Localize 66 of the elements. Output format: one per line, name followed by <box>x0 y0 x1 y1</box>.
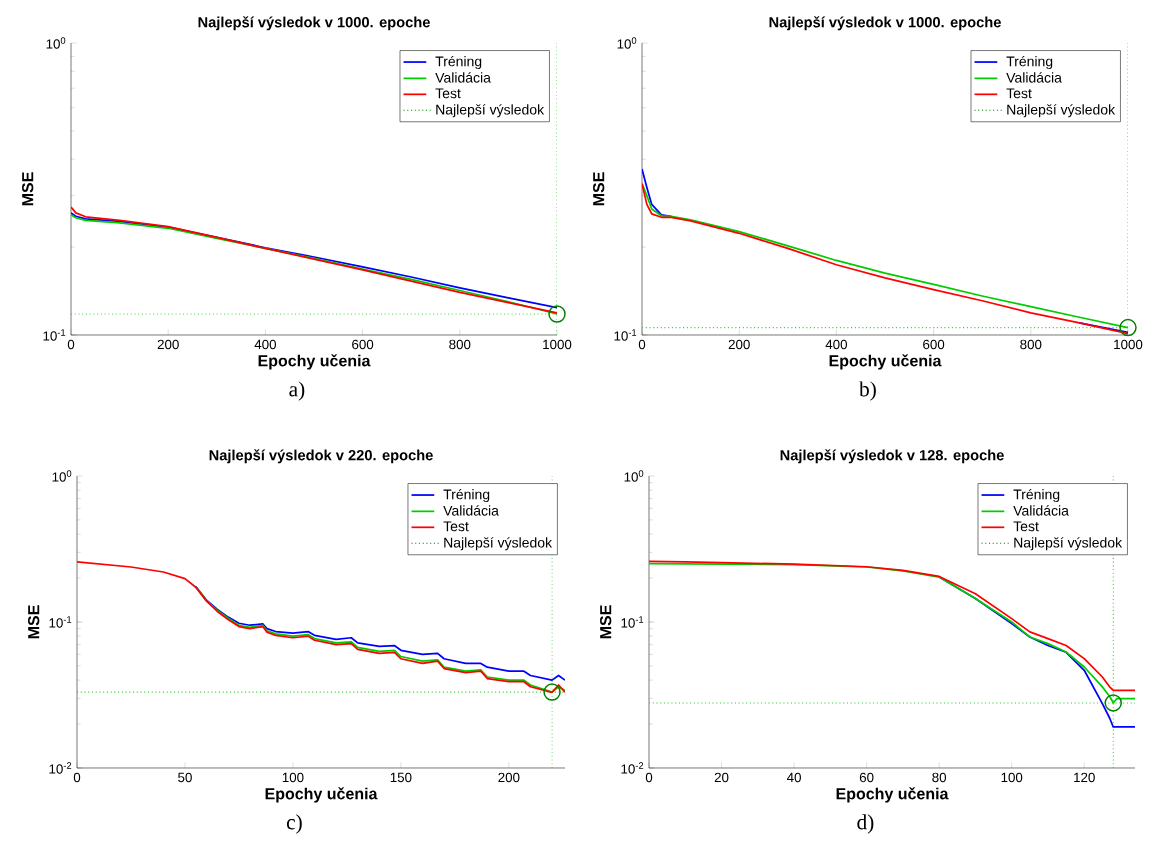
chart-title: Najlepší výsledok v 1000. epoche <box>769 16 1001 31</box>
chart-title: Najlepší výsledok v 128. epoche <box>780 449 1004 464</box>
x-tick-label: 100 <box>1001 772 1023 783</box>
legend-label: Najlepší výsledok <box>444 537 553 551</box>
x-tick-label: 150 <box>390 772 412 783</box>
y-axis-title: MSE <box>22 172 34 206</box>
legend-label: Tréning <box>435 55 482 70</box>
x-axis-title: Epochy učenia <box>265 787 378 803</box>
y-tick-label: 10$^{0}$ <box>52 470 72 482</box>
x-tick-label: 40 <box>786 772 801 783</box>
x-tick-label: 1000 <box>1114 339 1143 350</box>
y-tick-label: 10$^{-1}$ <box>43 329 66 341</box>
text: d) <box>857 814 874 834</box>
y-axis-title: MSE <box>28 605 40 639</box>
x-axis-title: Epochy učenia <box>829 354 942 370</box>
y-tick-label: 10$^{-1}$ <box>49 616 72 628</box>
text: a) <box>289 381 305 401</box>
legend-label: Najlepší výsledok <box>1014 537 1123 551</box>
x-tick-label: 1000 <box>543 339 572 350</box>
legend-label: Validácia <box>1013 505 1069 516</box>
y-axis-title: MSE <box>593 172 605 206</box>
x-axis-title: Epochy učenia <box>836 787 949 803</box>
x-tick-label: 400 <box>254 339 277 350</box>
x-tick-label: 0 <box>638 339 646 350</box>
text: c) <box>286 814 302 834</box>
legend-label: Test <box>443 521 469 532</box>
x-tick-label: 0 <box>73 772 81 783</box>
y-tick-label: 10$^{0}$ <box>624 470 644 482</box>
x-tick-label: 200 <box>728 339 750 350</box>
y-tick-label: 10$^{0}$ <box>46 37 66 49</box>
legend-label: Test <box>435 88 461 99</box>
x-tick-label: 800 <box>449 339 471 350</box>
x-tick-label: 600 <box>352 339 374 350</box>
x-tick-label: 0 <box>67 339 75 350</box>
x-tick-label: 120 <box>1074 772 1095 783</box>
x-tick-label: 0 <box>645 772 653 783</box>
y-tick-label: 10$^{-1}$ <box>614 329 637 341</box>
legend-label: Najlepší výsledok <box>436 104 545 118</box>
legend-label: Tréning <box>443 488 490 503</box>
x-tick-label: 200 <box>157 339 179 350</box>
y-tick-label: 10$^{-1}$ <box>621 616 644 628</box>
text: b) <box>859 381 876 401</box>
chart-title: Najlepší výsledok v 220. epoche <box>209 449 433 464</box>
legend-label: Tréning <box>1013 488 1060 503</box>
legend-label: Test <box>1006 88 1032 99</box>
x-tick-label: 20 <box>714 772 729 783</box>
x-tick-label: 60 <box>859 772 874 783</box>
y-tick-label: 10$^{0}$ <box>617 37 637 49</box>
x-tick-label: 100 <box>282 772 304 783</box>
x-tick-label: 50 <box>178 772 192 783</box>
x-axis-title: Epochy učenia <box>258 354 371 370</box>
y-tick-label: 10$^{-2}$ <box>621 762 644 774</box>
legend-label: Validácia <box>435 72 491 83</box>
legend-label: Validácia <box>1006 72 1062 83</box>
legend-label: Test <box>1013 521 1039 532</box>
x-tick-label: 800 <box>1020 339 1042 350</box>
y-axis-title: MSE <box>600 605 612 639</box>
x-tick-label: 200 <box>498 772 520 783</box>
y-tick-label: 10$^{-2}$ <box>49 762 72 774</box>
x-tick-label: 80 <box>932 772 947 783</box>
x-tick-label: 400 <box>825 339 848 350</box>
x-tick-label: 600 <box>923 339 945 350</box>
legend-label: Validácia <box>443 505 499 516</box>
legend-label: Tréning <box>1006 55 1053 70</box>
chart-title: Najlepší výsledok v 1000. epoche <box>198 16 430 31</box>
legend-label: Najlepší výsledok <box>1007 104 1116 118</box>
